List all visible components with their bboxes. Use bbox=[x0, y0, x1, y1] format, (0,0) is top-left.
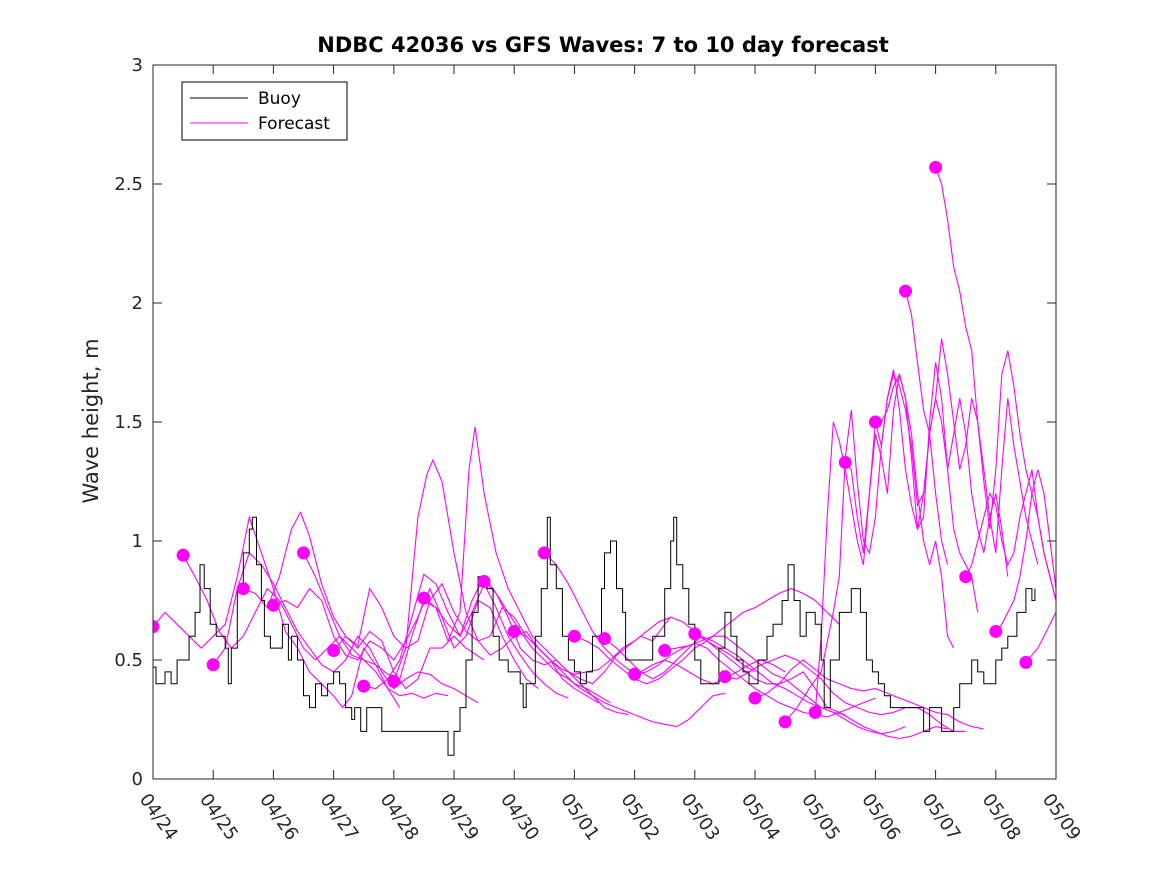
forecast-start-marker-6 bbox=[327, 643, 341, 657]
forecast-start-marker-4 bbox=[266, 598, 280, 612]
forecast-start-marker-0 bbox=[153, 620, 160, 634]
forecast-line-0 bbox=[153, 515, 401, 709]
forecast-start-marker-17 bbox=[688, 627, 702, 641]
forecast-line-3 bbox=[243, 511, 485, 690]
forecast-start-marker-13 bbox=[567, 629, 581, 643]
forecast-start-marker-2 bbox=[206, 658, 220, 672]
forecast-line-26 bbox=[965, 469, 1056, 601]
forecast-start-marker-15 bbox=[628, 667, 642, 681]
y-axis-label: Wave height, m bbox=[79, 338, 103, 503]
forecast-line-17 bbox=[694, 633, 948, 740]
forecast-start-marker-9 bbox=[417, 591, 431, 605]
y-tick-label: 2 bbox=[132, 293, 143, 314]
y-tick-label: 0 bbox=[132, 769, 143, 790]
forecast-start-marker-24 bbox=[899, 284, 912, 298]
forecast-line-21 bbox=[814, 374, 955, 713]
forecast-start-marker-3 bbox=[236, 582, 250, 596]
forecast-line-4 bbox=[273, 587, 539, 690]
forecast-start-marker-28 bbox=[1019, 655, 1033, 669]
forecast-start-marker-27 bbox=[989, 624, 1003, 638]
forecast-start-marker-8 bbox=[387, 674, 401, 688]
forecast-line-24 bbox=[904, 290, 1039, 565]
forecast-start-marker-12 bbox=[537, 546, 551, 560]
forecast-line-27 bbox=[995, 469, 1056, 632]
forecast-line-28 bbox=[1025, 612, 1056, 663]
forecast-start-marker-23 bbox=[868, 415, 882, 429]
forecast-start-marker-20 bbox=[778, 715, 792, 729]
forecast-start-marker-25 bbox=[929, 160, 943, 174]
forecast-start-marker-16 bbox=[658, 643, 672, 657]
forecast-line-22 bbox=[844, 362, 979, 613]
forecast-start-marker-22 bbox=[838, 455, 852, 469]
forecast-line-2 bbox=[212, 551, 479, 704]
y-tick-label: 1 bbox=[132, 531, 143, 552]
forecast-start-marker-26 bbox=[959, 570, 973, 584]
y-tick-label: 3 bbox=[132, 55, 143, 76]
forecast-start-marker-10 bbox=[477, 574, 491, 588]
plot-layer bbox=[153, 160, 1056, 756]
forecast-line-19 bbox=[754, 659, 984, 730]
forecast-line-18 bbox=[724, 654, 966, 732]
forecast-line-23 bbox=[874, 372, 1009, 577]
y-tick-label: 1.5 bbox=[114, 412, 143, 433]
forecast-start-marker-7 bbox=[357, 679, 371, 693]
forecast-start-marker-1 bbox=[176, 548, 190, 562]
forecast-start-marker-14 bbox=[598, 632, 611, 646]
forecast-line-1 bbox=[182, 555, 449, 699]
forecast-start-marker-18 bbox=[718, 670, 732, 684]
y-tick-label: 2.5 bbox=[114, 174, 143, 195]
y-tick-label: 0.5 bbox=[114, 650, 143, 671]
legend-buoy-label: Buoy bbox=[258, 89, 301, 109]
forecast-line-6 bbox=[333, 582, 599, 704]
forecast-line-10 bbox=[483, 581, 726, 728]
forecast-line-25 bbox=[935, 167, 1056, 601]
legend: Buoy Forecast bbox=[181, 81, 348, 141]
forecast-start-marker-21 bbox=[808, 705, 822, 719]
forecast-start-marker-5 bbox=[297, 546, 310, 560]
forecast-start-marker-19 bbox=[748, 691, 762, 705]
forecast-start-marker-11 bbox=[507, 624, 521, 638]
legend-forecast-label: Forecast bbox=[258, 114, 330, 134]
legend-box bbox=[181, 81, 348, 141]
chart-title: NDBC 42036 vs GFS Waves: 7 to 10 day for… bbox=[317, 33, 888, 57]
buoy-line bbox=[153, 516, 1036, 756]
plot-series-group bbox=[153, 160, 1056, 756]
forecast-line-11 bbox=[513, 616, 756, 675]
